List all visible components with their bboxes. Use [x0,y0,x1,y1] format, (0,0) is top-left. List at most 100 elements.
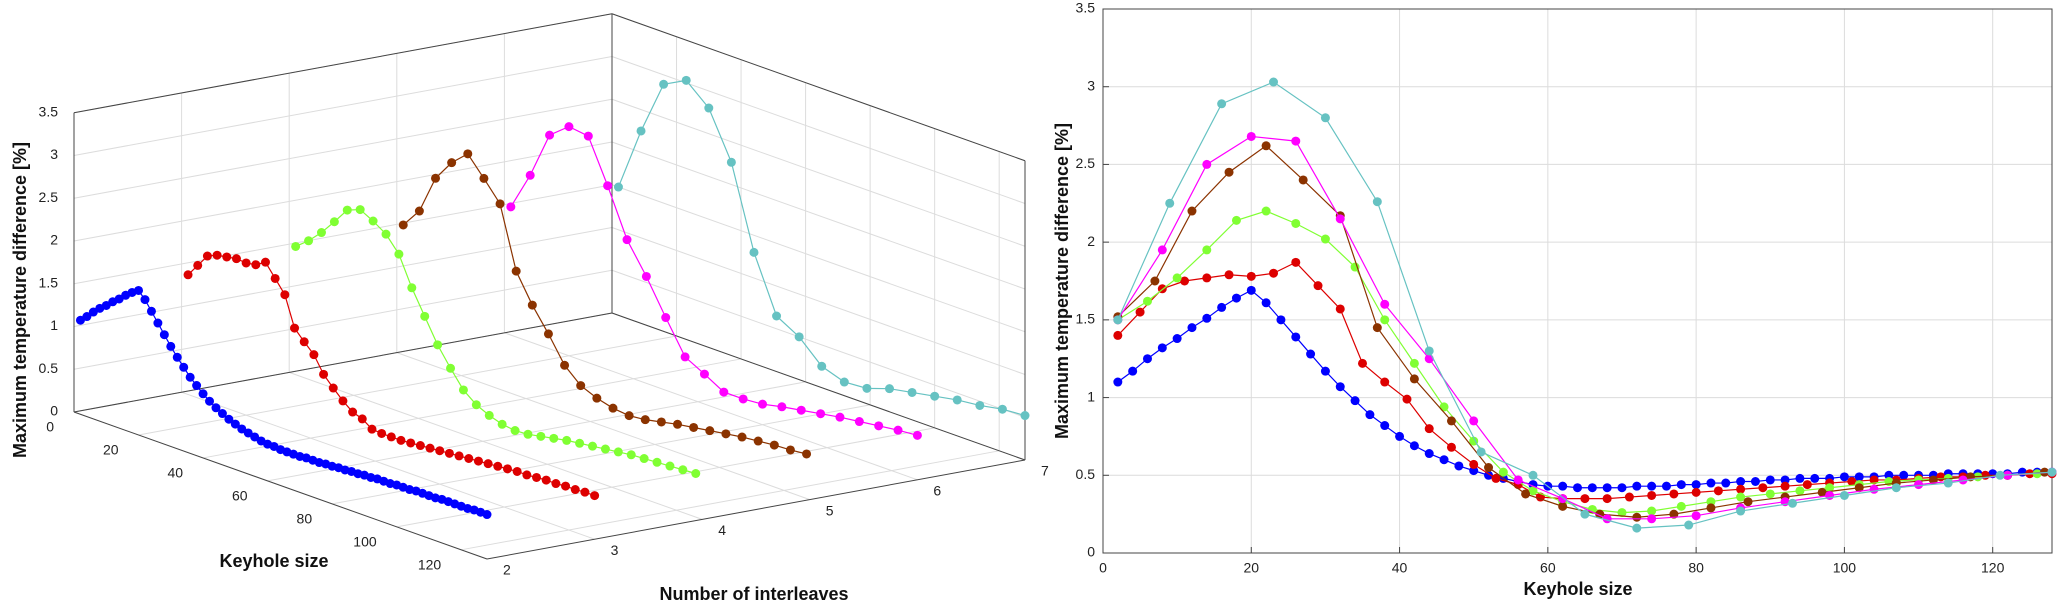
grid-line [289,371,703,520]
data-point [328,383,338,393]
data-point [549,433,559,443]
data-point [622,235,632,245]
data-point [202,251,212,261]
data-point [1647,514,1657,524]
data-point [193,260,203,270]
data-point [368,216,378,226]
x-tick-label: 60 [1540,560,1556,576]
grid-line [611,98,1026,247]
data-point [1172,334,1182,344]
data-point [1839,472,1849,482]
data-point [1372,323,1382,333]
data-point [590,491,600,501]
data-point [1469,466,1479,476]
data-point [1706,497,1716,507]
data-point [1765,489,1775,499]
data-point [1424,346,1434,356]
data-point [1469,459,1479,469]
data-point [527,300,537,310]
data-point [1647,481,1657,491]
data-point [471,400,481,410]
data-point [543,329,553,339]
y-tick-label: 0.5 [1076,466,1096,482]
data-point [433,340,443,350]
x-tick-label: 120 [1981,560,2005,576]
data-point [1202,273,1212,283]
data-point [502,464,512,474]
data-point [1113,315,1123,325]
data-point [1380,377,1390,387]
data-point [1439,455,1449,465]
data-point [1372,197,1382,207]
x-tick-label: 0 [46,419,54,435]
data-point [329,217,339,227]
grid-line [73,184,613,285]
data-point [406,438,416,448]
data-point [1854,472,1864,482]
axis-box-edge [73,312,613,413]
data-point [1306,349,1316,359]
data-point [816,409,826,419]
data-point [511,266,521,276]
data-point [1476,447,1486,457]
data-point [1157,343,1167,353]
data-point [1869,475,1879,485]
data-point [435,446,445,456]
data-point [394,249,404,259]
data-point [1691,487,1701,497]
data-point [355,205,365,215]
data-point [1521,489,1531,499]
grid-line [611,56,1026,204]
data-point [1246,131,1256,141]
data-point [1320,234,1330,244]
grid-line [396,352,810,501]
data-point [738,394,748,404]
data-point [1624,492,1634,502]
data-point [624,411,634,421]
data-point [493,461,503,471]
data-point [1995,470,2005,480]
z-tick-label: 2.5 [39,189,59,205]
data-point [862,383,872,393]
data-point [463,149,473,159]
data-point [1350,396,1360,406]
data-point [532,472,542,482]
data-point [1142,296,1152,306]
data-point [772,311,782,321]
z-tick-label: 3 [50,146,58,162]
data-point [522,470,532,480]
data-point [483,459,493,469]
data-point [1810,473,1820,483]
x-tick-label: 100 [353,534,377,550]
data-point [1269,77,1279,87]
grid-line [181,391,595,540]
data-point [1736,506,1746,516]
grid-line [332,404,871,505]
y-tick-label: 3 [1087,77,1095,93]
data-point [1335,214,1345,224]
y-tick-label: 1.5 [1076,311,1096,327]
data-point [1580,509,1590,519]
data-point [1291,257,1301,267]
data-point [211,403,221,413]
data-point [1380,421,1390,431]
data-point [636,126,646,136]
data-point [639,454,649,464]
data-point [1587,483,1597,493]
data-point [551,479,561,489]
x-tick-label: 0 [1099,560,1107,576]
z-tick-label: 1.5 [39,274,59,290]
data-point [386,432,396,442]
data-point [512,466,522,476]
data-point [237,424,247,434]
data-point [357,414,367,424]
series-line [1117,145,2045,518]
data-point [1187,206,1197,216]
data-point [231,254,241,264]
data-point [678,465,688,475]
data-point [661,313,671,323]
data-point [484,410,494,420]
grid-line [611,269,1026,418]
data-point [1187,323,1197,333]
